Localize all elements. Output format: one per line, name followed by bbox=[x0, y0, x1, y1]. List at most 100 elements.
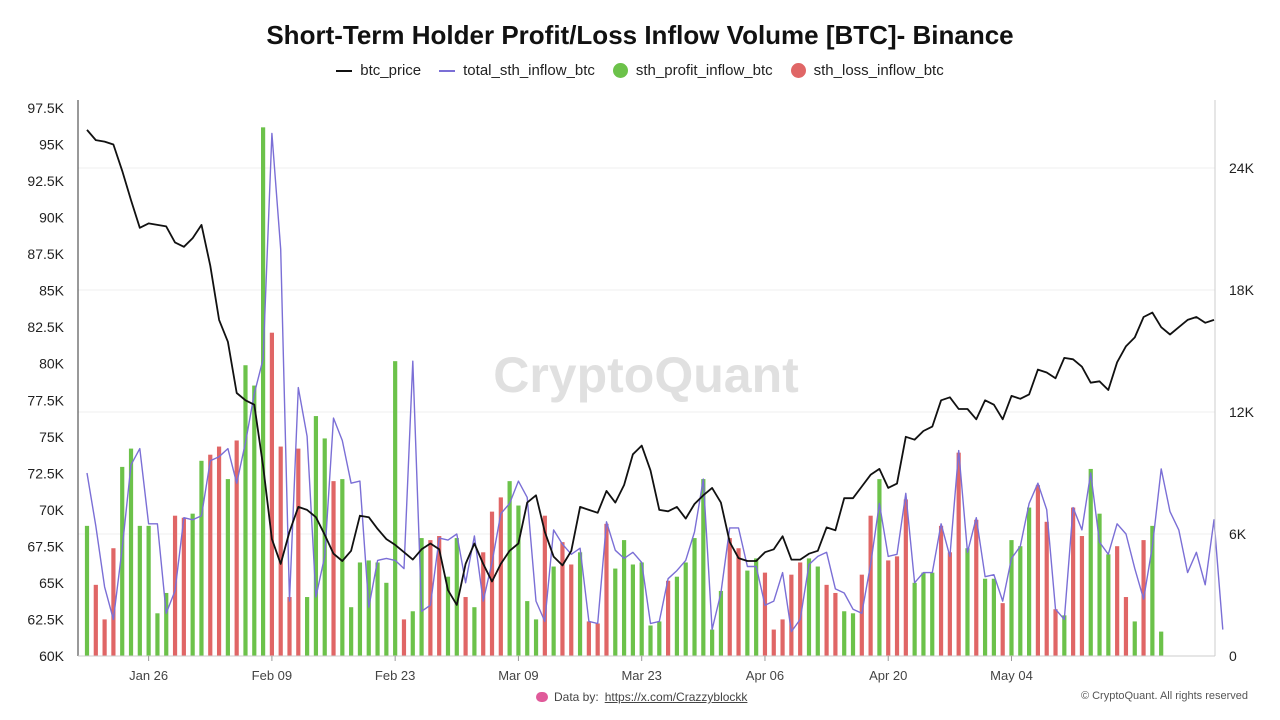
loss-bar bbox=[216, 446, 222, 656]
profit-bar bbox=[577, 552, 583, 656]
profit-bar bbox=[754, 558, 759, 656]
axes: 60K 62.5K 65K 67.5K 70K 72.5K 75K 77.5K 80K 82.5K… bbox=[27, 100, 1255, 683]
legend-item-sth-loss-inflow[interactable]: sth_loss_inflow_btc bbox=[790, 62, 944, 79]
chart-title: Short-Term Holder Profit/Loss Inflow Vol… bbox=[266, 20, 1014, 50]
loss-bar bbox=[296, 448, 301, 656]
profit-bar bbox=[1027, 507, 1032, 656]
loss-bar bbox=[269, 332, 274, 656]
loss-bar bbox=[780, 619, 785, 656]
loss-bar bbox=[903, 499, 908, 656]
legend-swatch-sth-loss-inflow bbox=[790, 63, 806, 78]
profit-bar bbox=[533, 619, 539, 656]
profit-bar bbox=[507, 481, 512, 656]
loss-bar bbox=[886, 560, 891, 656]
loss-bar bbox=[894, 556, 900, 656]
profit-bar bbox=[243, 365, 248, 656]
profit-bar bbox=[692, 538, 697, 656]
brain-icon bbox=[536, 692, 548, 702]
loss-bar bbox=[234, 440, 239, 656]
loss-bar bbox=[437, 536, 442, 656]
loss-bar bbox=[287, 597, 292, 656]
profit-bar bbox=[164, 592, 169, 656]
profit-bar bbox=[551, 566, 556, 656]
loss-bar bbox=[798, 562, 803, 656]
profit-bar bbox=[930, 572, 935, 656]
loss-bar bbox=[489, 511, 495, 656]
loss-bar bbox=[463, 597, 468, 656]
loss-bar bbox=[604, 523, 609, 656]
loss-bar bbox=[595, 623, 600, 656]
loss-bar bbox=[569, 564, 574, 656]
profit-bar bbox=[842, 611, 847, 656]
profit-bar bbox=[313, 416, 319, 656]
profit-bar bbox=[850, 613, 856, 656]
legend-item-sth-profit-inflow[interactable]: sth_profit_inflow_btc bbox=[612, 62, 773, 79]
loss-bar bbox=[586, 621, 591, 656]
profit-bar bbox=[683, 562, 688, 656]
y-left-tick-label: 77.5K bbox=[27, 392, 64, 408]
grid-lines bbox=[78, 167, 1215, 535]
profit-bar bbox=[718, 590, 724, 656]
legend-item-total-sth-inflow[interactable]: total_sth_inflow_btc bbox=[439, 62, 595, 79]
data-by-link[interactable]: https://x.com/Crazzyblockk bbox=[604, 690, 748, 704]
y-left-tick-label: 70K bbox=[39, 502, 65, 518]
legend-swatch-total-sth-inflow bbox=[439, 69, 456, 72]
profit-bar bbox=[128, 448, 134, 656]
x-tick-label: Mar 09 bbox=[498, 668, 538, 683]
footer-copyright: © CryptoQuant. All rights reserved bbox=[1080, 690, 1248, 702]
y-left-tick-label: 60K bbox=[39, 648, 65, 664]
loss-bar bbox=[789, 574, 794, 656]
profit-bar bbox=[252, 385, 257, 656]
profit-bar bbox=[366, 560, 371, 656]
profit-bar bbox=[84, 525, 90, 656]
x-tick-label: Feb 09 bbox=[252, 668, 292, 683]
profit-bar bbox=[912, 582, 917, 656]
x-tick-label: May 04 bbox=[990, 668, 1033, 683]
profit-bar bbox=[657, 621, 662, 656]
y-left-tick-label: 82.5K bbox=[27, 319, 64, 335]
loss-bar bbox=[736, 548, 741, 656]
profit-bar bbox=[260, 127, 266, 657]
loss-bar bbox=[1035, 485, 1041, 656]
profit-bar bbox=[982, 578, 988, 656]
loss-bar bbox=[1000, 603, 1005, 656]
legend-item-btc-price[interactable]: btc_price bbox=[336, 62, 421, 79]
loss-bar bbox=[859, 574, 864, 656]
loss-bar bbox=[771, 629, 776, 656]
y-left-tick-label: 95K bbox=[39, 137, 65, 153]
loss-bar bbox=[947, 552, 952, 656]
loss-bar bbox=[762, 572, 768, 656]
legend-swatch-btc-price bbox=[336, 69, 353, 72]
y-left-tick-label: 67.5K bbox=[27, 538, 64, 554]
loss-bar bbox=[974, 519, 979, 656]
loss-bar bbox=[481, 552, 486, 656]
profit-bar bbox=[357, 562, 363, 656]
legend-swatch-sth-profit-inflow bbox=[612, 63, 628, 78]
profit-bar bbox=[349, 607, 354, 656]
profit-bar bbox=[305, 597, 310, 656]
loss-bar bbox=[331, 481, 336, 656]
y-right-tick-label: 0 bbox=[1229, 648, 1237, 664]
profit-bar bbox=[340, 479, 345, 656]
y-right-tick-label: 6K bbox=[1229, 526, 1247, 542]
data-by-label: Data by: bbox=[554, 690, 599, 704]
x-tick-label: Feb 23 bbox=[375, 668, 415, 683]
profit-bar bbox=[921, 572, 926, 656]
y-left-tick-label: 72.5K bbox=[27, 465, 64, 481]
profit-bar bbox=[1097, 513, 1102, 656]
legend-label-btc-price: btc_price bbox=[360, 62, 422, 79]
loss-bar bbox=[401, 619, 407, 656]
profit-bar bbox=[454, 538, 459, 656]
profit-bar bbox=[190, 513, 195, 656]
loss-bar bbox=[428, 540, 433, 656]
profit-bar bbox=[393, 361, 398, 656]
loss-bar bbox=[1071, 507, 1076, 656]
profit-bar bbox=[1132, 621, 1137, 656]
loss-bar bbox=[1115, 546, 1120, 656]
loss-bar bbox=[560, 542, 565, 656]
x-tick-label: Jan 26 bbox=[129, 668, 168, 683]
btc-price-line bbox=[86, 129, 1215, 606]
profit-bar bbox=[199, 460, 204, 656]
loss-bar bbox=[868, 515, 873, 656]
